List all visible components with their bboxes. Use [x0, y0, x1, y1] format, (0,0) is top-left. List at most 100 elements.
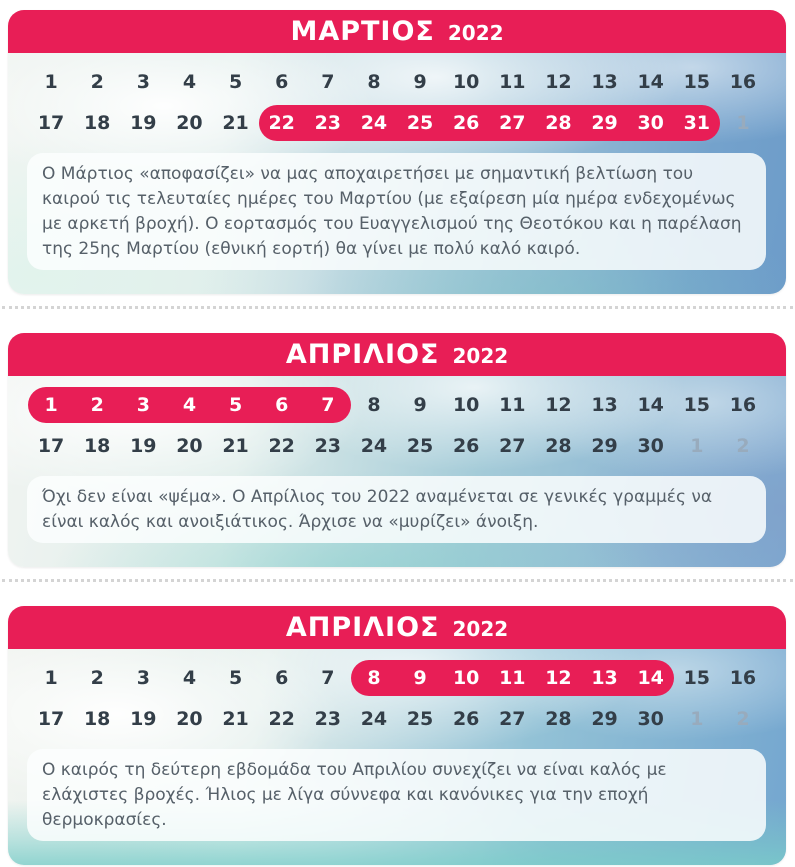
- day-cell: 22: [268, 435, 295, 457]
- day-cell: 20: [176, 435, 203, 457]
- day-cell: 5: [228, 667, 243, 689]
- forecast-note: Ο Μάρτιος «αποφασίζει» να μας αποχαιρετή…: [27, 153, 766, 270]
- day-cell-highlighted: 2: [74, 387, 121, 423]
- day-row-2: 17 18 19 20 21 22 23 24 25 26 27 28 29 30 1 2: [28, 701, 766, 737]
- day-cell: 11: [499, 71, 526, 93]
- day-cell: 27: [499, 708, 526, 730]
- month-title: ΜΑΡΤΙΟΣ: [290, 16, 435, 47]
- day-cell-highlighted: 11: [489, 660, 536, 696]
- day-cell: 16: [729, 71, 757, 93]
- day-cell: 30: [637, 708, 664, 730]
- calendar-panel-april-2022-week2: ΑΠΡΙΛΙΟΣ 2022 1 2 3 4 5 6 7 8 9 10 11 12 13 14 15 16 17…: [8, 606, 786, 865]
- day-cell: 8: [367, 71, 381, 93]
- day-cell: 7: [321, 71, 335, 93]
- dotted-separator: [2, 579, 793, 582]
- day-cell: 21: [222, 708, 249, 730]
- day-cell-highlighted: 4: [166, 387, 213, 423]
- day-cell-muted: 2: [736, 435, 750, 457]
- day-cell: 21: [222, 112, 249, 134]
- day-cell: 19: [130, 708, 157, 730]
- calendar-panel-march-2022: ΜΑΡΤΙΟΣ 2022 1 2 3 4 5 6 7 8 9 10 11 12 13 14 15 16 17 1…: [8, 10, 786, 294]
- day-cell: 12: [545, 71, 572, 93]
- day-cell-highlighted: 26: [443, 105, 490, 141]
- day-cell: 16: [729, 394, 757, 416]
- day-cell: 1: [44, 667, 58, 689]
- panel-body: 1 2 3 4 5 6 7 8 9 10 11 12 13 14 15 16 17 18 19 20 21 22 23 24…: [8, 376, 786, 567]
- day-cell: 1: [44, 71, 58, 93]
- day-cell: 8: [367, 394, 381, 416]
- day-cell: 27: [499, 435, 526, 457]
- day-cell: 24: [360, 708, 388, 730]
- day-cell: 4: [182, 71, 197, 93]
- day-cell: 20: [176, 708, 203, 730]
- dotted-separator: [2, 306, 793, 309]
- day-row-2: 17 18 19 20 21 22 23 24 25 26 27 28 29 30 1 2: [28, 428, 766, 464]
- day-cell: 15: [683, 71, 711, 93]
- year-label: 2022: [452, 617, 509, 641]
- calendar-panel-april-2022-week1: ΑΠΡΙΛΙΟΣ 2022 1 2 3 4 5 6 7 8 9 10 11 12 13 14 15 16 17…: [8, 333, 786, 567]
- day-cell: 12: [545, 394, 572, 416]
- day-cell-highlighted: 6: [258, 387, 305, 423]
- day-cell: 13: [591, 394, 618, 416]
- day-cell-highlighted: 28: [535, 105, 582, 141]
- day-cell: 17: [37, 435, 65, 457]
- day-cell-highlighted: 5: [212, 387, 259, 423]
- day-cell-highlighted: 22: [258, 105, 305, 141]
- year-label: 2022: [447, 21, 504, 45]
- day-cell-highlighted: 7: [304, 387, 351, 423]
- day-cell-highlighted: 13: [581, 660, 628, 696]
- day-row-1: 1 2 3 4 5 6 7 8 9 10 11 12 13 14 15 16: [28, 387, 766, 423]
- day-cell: 7: [321, 667, 335, 689]
- month-title: ΑΠΡΙΛΙΟΣ: [285, 612, 440, 643]
- day-cell-muted: 1: [736, 112, 750, 134]
- day-cell: 3: [136, 667, 150, 689]
- day-cell-muted: 2: [736, 708, 750, 730]
- day-cell: 14: [637, 71, 664, 93]
- day-cell: 13: [591, 71, 618, 93]
- day-cell: 6: [275, 71, 289, 93]
- day-cell-highlighted: 27: [489, 105, 536, 141]
- day-cell: 22: [268, 708, 295, 730]
- day-cell: 25: [406, 708, 434, 730]
- day-cell-highlighted: 3: [120, 387, 167, 423]
- day-cell: 23: [314, 435, 342, 457]
- day-cell: 28: [545, 435, 572, 457]
- day-cell-highlighted: 23: [304, 105, 351, 141]
- day-cell-highlighted: 9: [397, 660, 444, 696]
- day-cell: 18: [83, 708, 111, 730]
- day-cell: 10: [452, 394, 480, 416]
- day-cell: 24: [360, 435, 388, 457]
- day-cell: 6: [275, 667, 289, 689]
- day-row-1: 1 2 3 4 5 6 7 8 9 10 11 12 13 14 15 16: [28, 64, 766, 100]
- day-cell-highlighted: 24: [350, 105, 397, 141]
- panel-body: 1 2 3 4 5 6 7 8 9 10 11 12 13 14 15 16 17 18 19 20 21 22 23 24…: [8, 649, 786, 865]
- day-cell: 19: [130, 435, 157, 457]
- day-cell: 29: [591, 435, 618, 457]
- day-cell: 5: [228, 71, 243, 93]
- panel-body: 1 2 3 4 5 6 7 8 9 10 11 12 13 14 15 16 17 18 19 20 21 22 23 24…: [8, 53, 786, 294]
- day-cell: 19: [130, 112, 157, 134]
- panel-header: ΑΠΡΙΛΙΟΣ 2022: [8, 333, 786, 376]
- day-cell-highlighted: 1: [28, 387, 75, 423]
- day-cell: 26: [452, 708, 480, 730]
- day-cell: 15: [683, 394, 711, 416]
- day-cell-muted: 1: [690, 708, 704, 730]
- day-cell: 17: [37, 708, 65, 730]
- day-cell: 15: [683, 667, 711, 689]
- day-cell: 30: [637, 435, 664, 457]
- day-cell-highlighted: 25: [397, 105, 444, 141]
- day-row-1: 1 2 3 4 5 6 7 8 9 10 11 12 13 14 15 16: [28, 660, 766, 696]
- day-cell: 3: [136, 71, 150, 93]
- day-cell: 29: [591, 708, 618, 730]
- day-cell-highlighted: 14: [627, 660, 674, 696]
- day-cell: 10: [452, 71, 480, 93]
- day-cell-highlighted: 12: [535, 660, 582, 696]
- panel-header: ΜΑΡΤΙΟΣ 2022: [8, 10, 786, 53]
- day-cell: 4: [182, 667, 197, 689]
- day-row-2: 17 18 19 20 21 22 23 24 25 26 27 28 29 30 31 1: [28, 105, 766, 141]
- day-cell-highlighted: 30: [627, 105, 674, 141]
- month-title: ΑΠΡΙΛΙΟΣ: [285, 339, 440, 370]
- day-cell: 9: [413, 71, 427, 93]
- day-cell: 28: [545, 708, 572, 730]
- day-cell: 23: [314, 708, 342, 730]
